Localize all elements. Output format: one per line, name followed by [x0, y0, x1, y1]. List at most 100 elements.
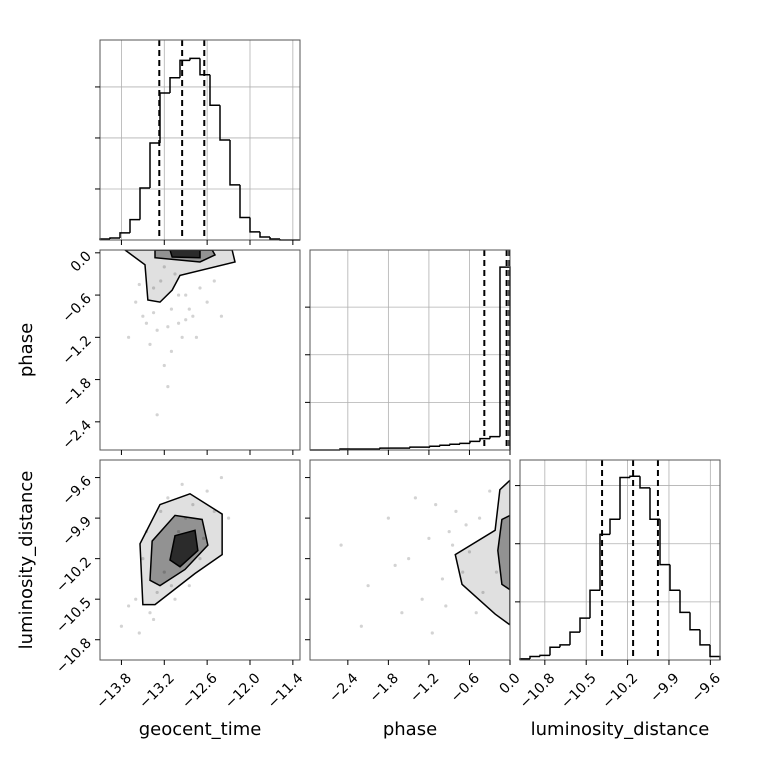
histogram-step [159, 92, 170, 144]
histogram-step [249, 217, 260, 233]
x-axis-label: geocent_time [139, 719, 262, 740]
scatter-point [393, 563, 397, 568]
y-tick-label: −9.9 [59, 514, 94, 549]
histogram-step [409, 446, 420, 449]
scatter-point [162, 570, 166, 574]
scatter-point [166, 496, 170, 500]
histogram-step [559, 644, 570, 648]
scatter-point [481, 590, 485, 595]
scatter-point [155, 590, 159, 595]
scatter-point [141, 557, 145, 561]
histogram-step [549, 646, 560, 656]
scatter-point [447, 530, 451, 534]
contour [497, 514, 510, 591]
plot-area [119, 475, 231, 635]
scatter-point [176, 293, 181, 297]
scatter-point [166, 385, 170, 389]
axes-frame [519, 459, 721, 661]
scatter-point [407, 557, 411, 561]
scatter-point [184, 318, 188, 322]
scatter-point [119, 624, 124, 628]
panel: −10.8 −10.5 −10.2 −9.9 −9.6 luminosity_distan… [515, 459, 724, 740]
x-tick-label: −9.6 [689, 670, 724, 705]
scatter-point [191, 502, 195, 507]
y-tick-label: −9.6 [59, 473, 94, 508]
scatter-point [430, 631, 434, 635]
x-tick-label: 0.0 [497, 670, 524, 697]
x-tick-label: −10.2 [600, 670, 642, 712]
scatter-point [151, 286, 156, 290]
x-axis-label: phase [383, 719, 437, 740]
scatter-point [488, 489, 492, 493]
scatter-point [205, 300, 209, 304]
scatter-point [386, 516, 390, 520]
y-axis-label: phase [16, 323, 37, 377]
histogram-step [439, 444, 450, 447]
histogram-step [579, 617, 590, 633]
scatter-point [126, 335, 131, 339]
histogram-step [469, 440, 480, 444]
panel: −2.4 −1.8 −1.2 −0.6 0.0 phase [305, 459, 524, 740]
histogram-step [639, 476, 650, 489]
x-tick-label: −0.6 [448, 670, 483, 705]
x-tick-label: −12.0 [222, 670, 264, 712]
x-tick-label: −10.8 [517, 670, 559, 712]
contour [169, 250, 201, 259]
panel: 0.0 −0.6 −1.2 −1.8 −2.4 phase [16, 248, 301, 455]
scatter-point [184, 293, 188, 297]
x-tick-label: −11.4 [265, 670, 307, 712]
scatter-point [176, 321, 181, 325]
scatter-point [166, 325, 170, 329]
scatter-point [219, 475, 224, 480]
scatter-point [205, 489, 209, 493]
scatter-point [180, 335, 184, 339]
scatter-point [173, 272, 177, 276]
axes-frame [309, 249, 511, 451]
histogram-step [589, 589, 600, 619]
histogram-step [239, 184, 250, 219]
histogram-step [139, 187, 150, 220]
scatter-point [198, 286, 202, 290]
scatter-point [427, 536, 431, 540]
scatter-point [137, 631, 141, 635]
histogram-step [109, 237, 120, 239]
scatter-point [440, 577, 445, 581]
scatter-point [126, 604, 131, 608]
scatter-point [477, 516, 482, 520]
x-axis-label: luminosity_distance [531, 719, 710, 740]
histogram-step [569, 631, 580, 645]
scatter-point [359, 624, 363, 628]
scatter-point [148, 611, 152, 615]
scatter-point [212, 279, 216, 283]
x-tick-label: −1.8 [367, 670, 402, 705]
scatter-point [141, 314, 145, 318]
scatter-point [151, 311, 156, 315]
axes-frame [99, 459, 301, 661]
scatter-point [148, 342, 152, 346]
scatter-point [444, 604, 448, 608]
scatter-point [151, 617, 156, 622]
histogram-step [709, 644, 721, 660]
scatter-point [159, 279, 163, 283]
scatter-point [226, 516, 231, 520]
histogram-step [259, 231, 270, 238]
histogram-step [149, 142, 160, 188]
histogram-step [609, 518, 620, 535]
scatter-point [187, 584, 191, 588]
axes-frame [99, 249, 301, 451]
histogram-step [179, 59, 190, 78]
contour [169, 529, 199, 568]
scatter-point [187, 307, 191, 311]
y-tick-label: −10.5 [53, 595, 95, 637]
histogram-step [459, 442, 470, 445]
scatter-point [201, 536, 206, 540]
x-tick-label: −13.8 [93, 670, 135, 712]
histogram-step [449, 443, 460, 446]
histogram-step [229, 140, 240, 186]
histogram-step [699, 629, 710, 646]
histogram-step [629, 475, 640, 478]
histogram-step [189, 57, 200, 61]
histogram-step [539, 654, 550, 657]
scatter-point [461, 570, 465, 574]
